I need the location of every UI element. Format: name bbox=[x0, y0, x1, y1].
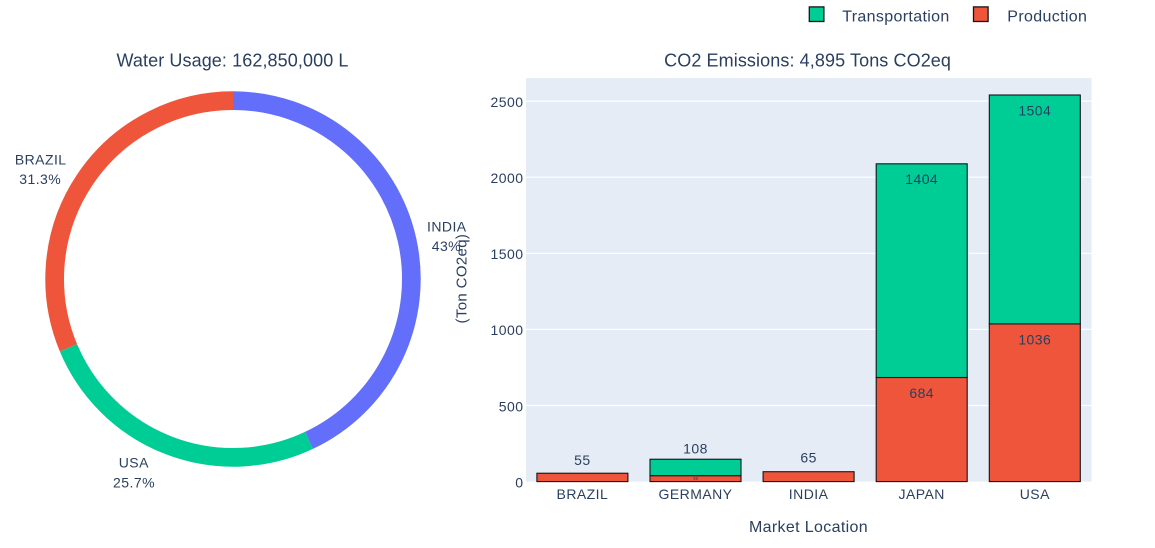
svg-text:1000: 1000 bbox=[491, 322, 524, 338]
svg-text:1504: 1504 bbox=[1018, 102, 1051, 118]
svg-text:108: 108 bbox=[683, 441, 708, 457]
svg-text:BRAZIL: BRAZIL bbox=[15, 152, 67, 168]
svg-text:2000: 2000 bbox=[491, 170, 524, 186]
svg-text:25.7%: 25.7% bbox=[113, 475, 155, 491]
svg-text:31.3%: 31.3% bbox=[19, 171, 61, 187]
svg-text:0: 0 bbox=[515, 474, 523, 490]
svg-text:55: 55 bbox=[574, 452, 590, 468]
svg-text:Production: Production bbox=[1007, 8, 1087, 25]
svg-text:USA: USA bbox=[1020, 486, 1050, 502]
svg-text:1500: 1500 bbox=[491, 246, 524, 262]
svg-text:(Ton CO2eq): (Ton CO2eq) bbox=[454, 234, 471, 324]
svg-text:Transportation: Transportation bbox=[842, 8, 949, 25]
svg-text:JAPAN: JAPAN bbox=[899, 486, 945, 502]
svg-text:Market Location: Market Location bbox=[749, 519, 868, 536]
svg-text:BRAZIL: BRAZIL bbox=[557, 486, 609, 502]
svg-text:GERMANY: GERMANY bbox=[659, 486, 733, 502]
svg-text:1404: 1404 bbox=[905, 171, 938, 187]
svg-text:500: 500 bbox=[499, 398, 524, 414]
svg-text:2500: 2500 bbox=[491, 94, 524, 110]
svg-text:39: 39 bbox=[693, 476, 699, 481]
svg-text:INDIA: INDIA bbox=[427, 218, 467, 234]
svg-text:684: 684 bbox=[909, 385, 934, 401]
svg-text:1036: 1036 bbox=[1018, 331, 1051, 347]
svg-text:INDIA: INDIA bbox=[789, 486, 829, 502]
svg-text:65: 65 bbox=[800, 449, 816, 465]
svg-text:Water Usage: 162,850,000 L: Water Usage: 162,850,000 L bbox=[116, 51, 348, 71]
svg-text:USA: USA bbox=[119, 455, 149, 471]
svg-text:CO2 Emissions: 4,895 Tons CO2e: CO2 Emissions: 4,895 Tons CO2eq bbox=[664, 51, 951, 71]
svg-text:43%: 43% bbox=[432, 238, 461, 254]
